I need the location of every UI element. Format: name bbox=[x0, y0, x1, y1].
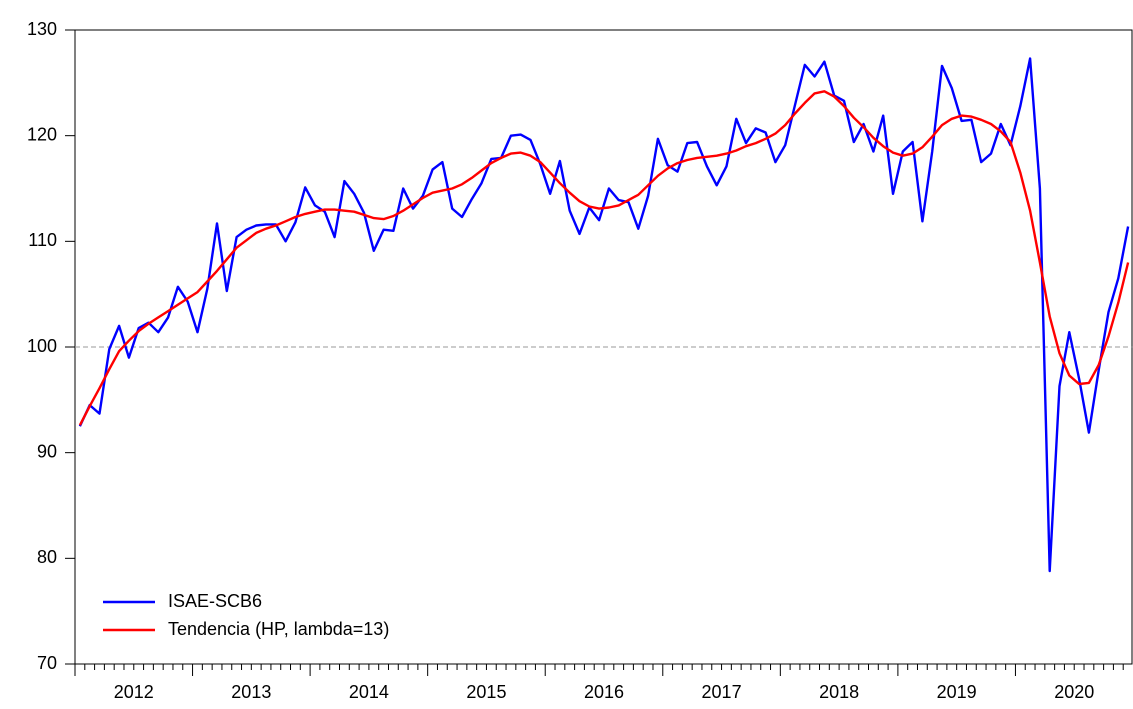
y-tick-label: 70 bbox=[37, 653, 57, 673]
x-tick-label: 2012 bbox=[114, 682, 154, 702]
y-tick-label: 80 bbox=[37, 547, 57, 567]
legend-label: Tendencia (HP, lambda=13) bbox=[168, 619, 389, 639]
y-tick-label: 130 bbox=[27, 19, 57, 39]
x-tick-label: 2015 bbox=[466, 682, 506, 702]
x-tick-label: 2018 bbox=[819, 682, 859, 702]
x-tick-label: 2020 bbox=[1054, 682, 1094, 702]
x-tick-label: 2016 bbox=[584, 682, 624, 702]
x-tick-label: 2019 bbox=[937, 682, 977, 702]
series-line bbox=[78, 57, 1130, 573]
x-tick-label: 2014 bbox=[349, 682, 389, 702]
y-tick-label: 90 bbox=[37, 441, 57, 461]
x-tick-label: 2013 bbox=[231, 682, 271, 702]
x-tick-label: 2017 bbox=[702, 682, 742, 702]
series-line bbox=[78, 90, 1130, 426]
legend-label: ISAE-SCB6 bbox=[168, 591, 262, 611]
y-tick-label: 100 bbox=[27, 336, 57, 356]
y-tick-label: 120 bbox=[27, 124, 57, 144]
y-tick-label: 110 bbox=[28, 230, 57, 250]
